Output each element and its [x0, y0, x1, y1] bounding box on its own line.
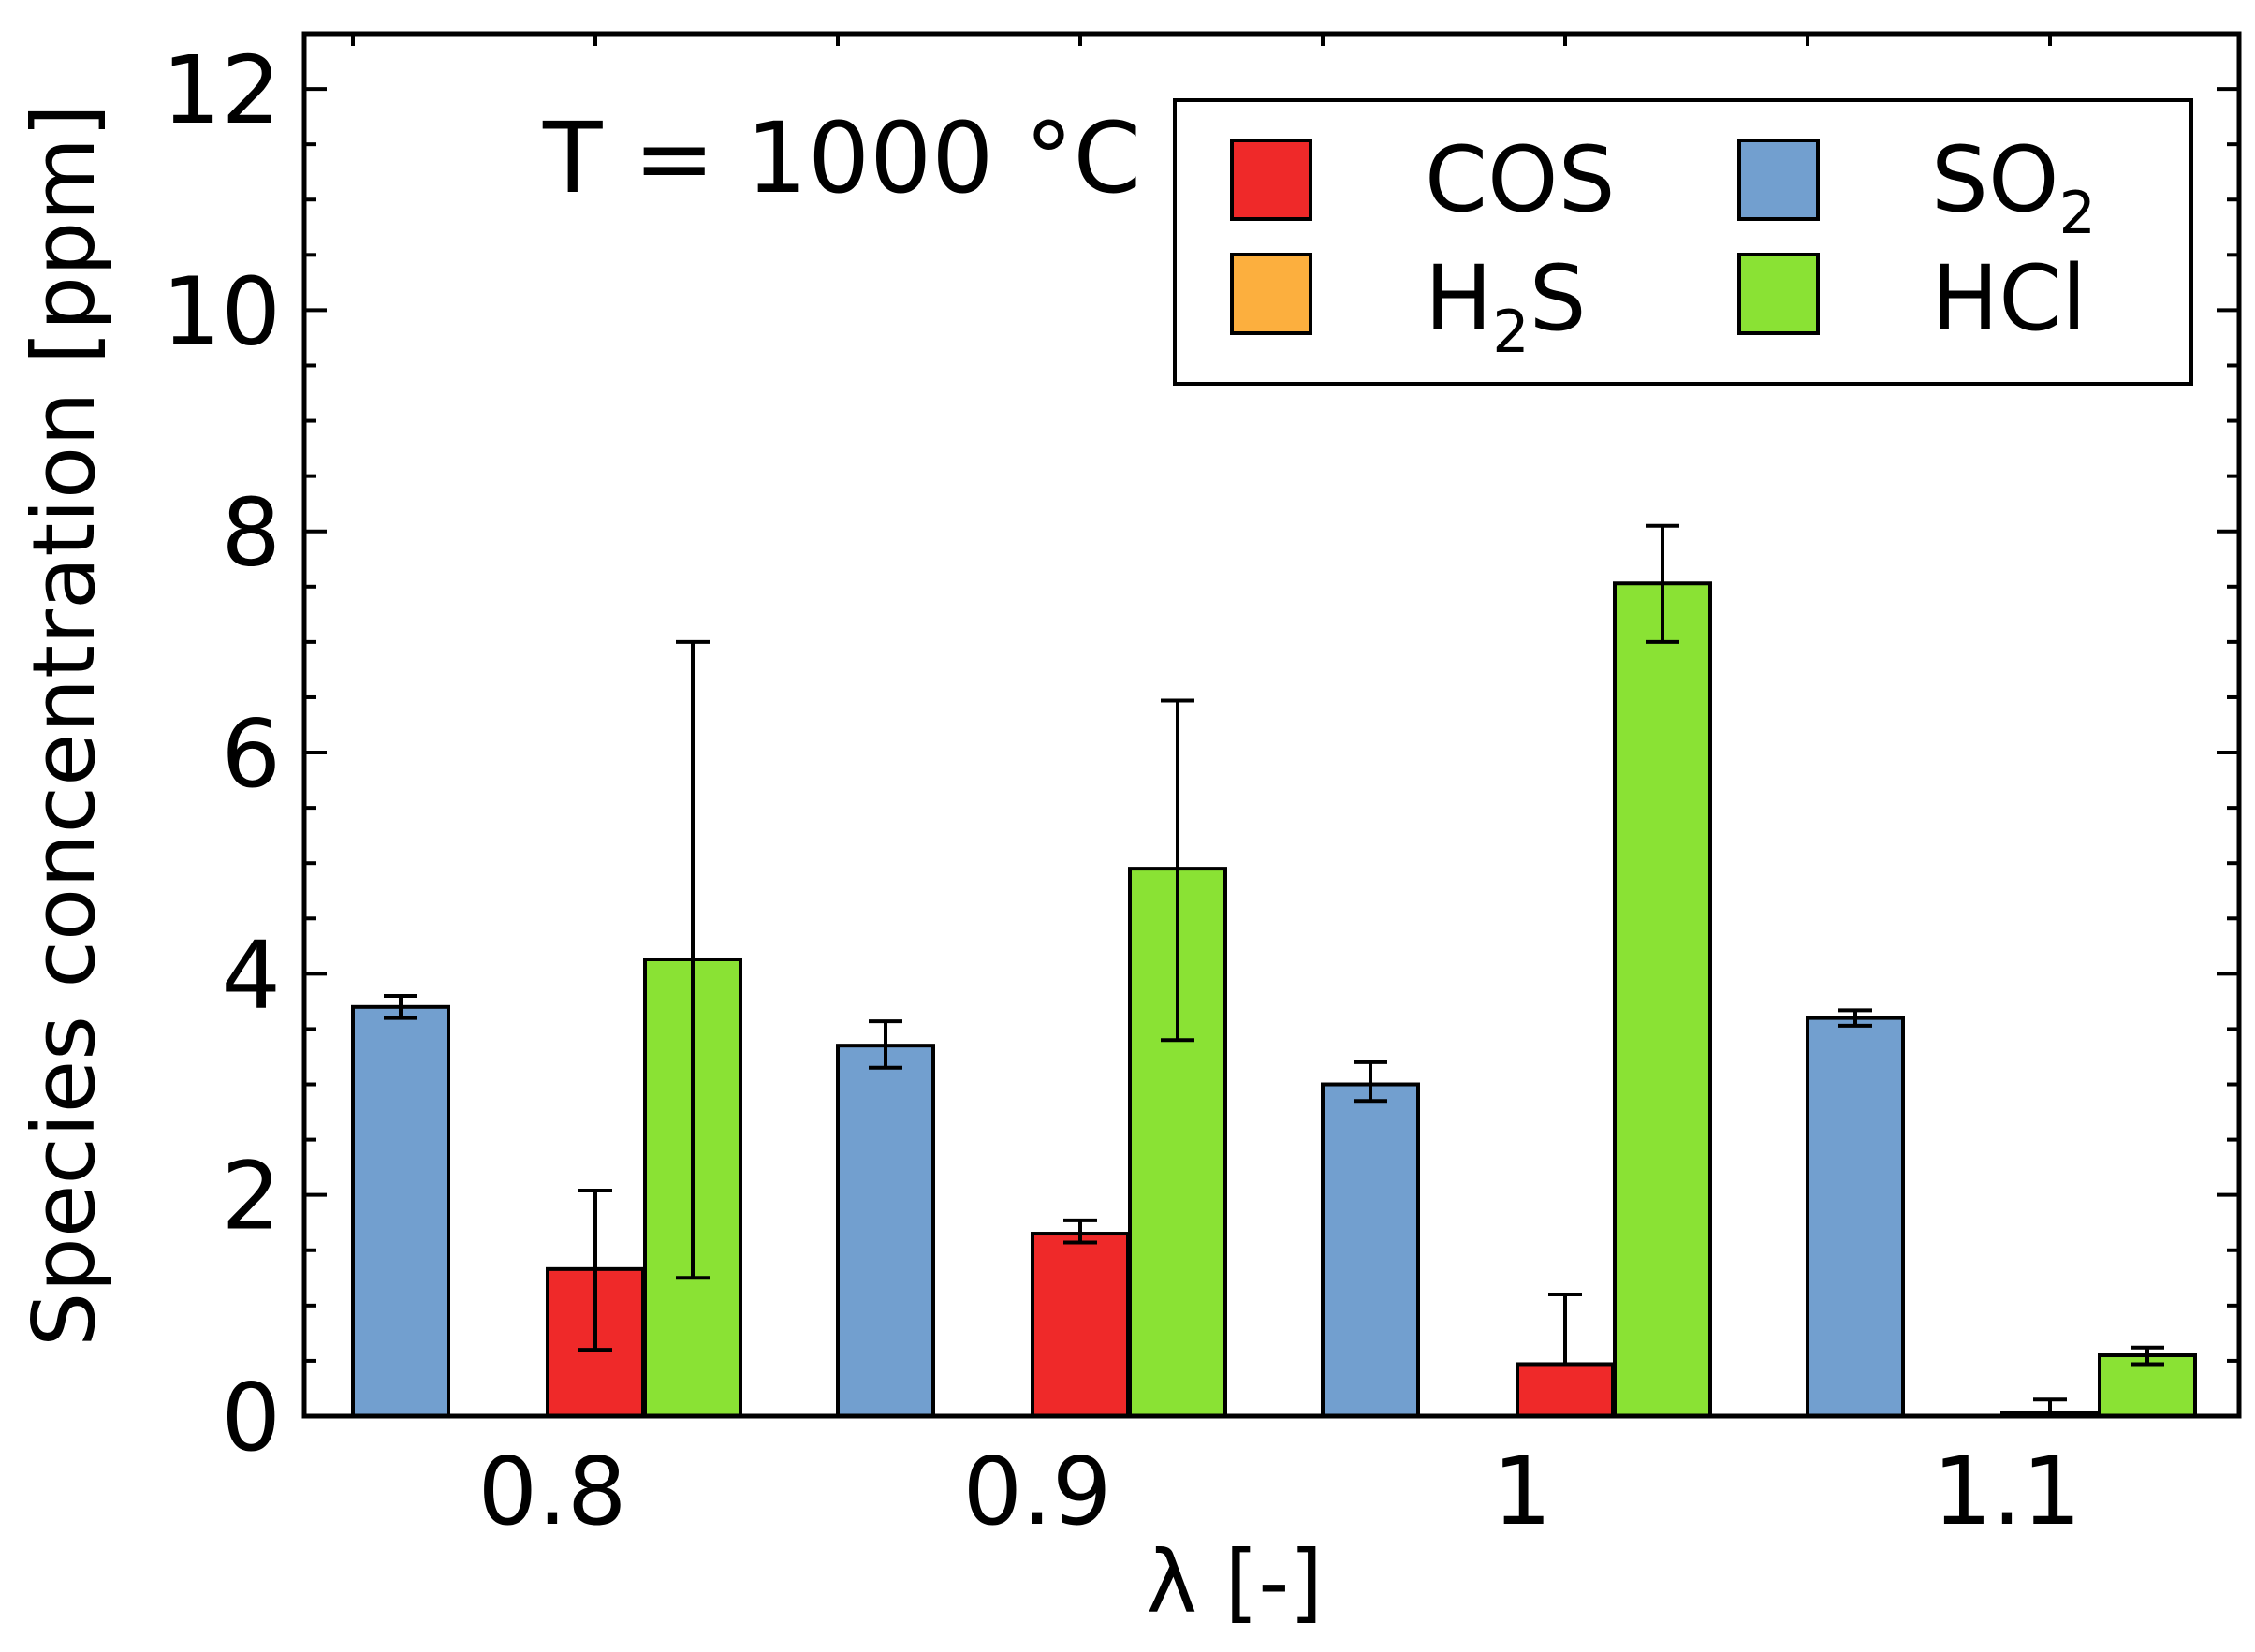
annotation-temperature: T = 1000 °C [542, 101, 1141, 215]
y-tick-label: 10 [162, 256, 281, 366]
y-tick-label: 6 [221, 699, 281, 809]
errorbar-hcl-1 [1646, 523, 1679, 644]
y-tick-label: 8 [221, 478, 281, 588]
legend-label-so2: SO2 [1931, 127, 2096, 247]
y-tick-label: 12 [162, 36, 281, 145]
errorbar-so2-1.1 [1838, 1008, 1872, 1028]
x-tick-label: 1.1 [1932, 1437, 2081, 1546]
y-tick-label: 0 [221, 1363, 281, 1472]
legend-swatch-h2s [1230, 253, 1312, 335]
errorbar-hcl-1.1 [2131, 1345, 2164, 1367]
legend-swatch-so2 [1737, 139, 1820, 221]
legend: COS SO2 H2S HCl [1173, 98, 2193, 386]
plot-frame [301, 31, 2242, 1419]
legend-label-cos: COS [1425, 127, 1616, 232]
errorbar-so2-1 [1354, 1060, 1387, 1104]
tick-labels-layer: 0 2 4 6 8 10 12 0.8 0.9 1 1.1 [162, 36, 2082, 1546]
bar-so2-1.1 [1806, 1016, 1905, 1419]
y-tick-label: 2 [221, 1142, 281, 1251]
errorbar-hcl-0.8 [676, 639, 710, 1280]
errorbar-so2-0.8 [384, 993, 417, 1020]
legend-swatch-hcl [1737, 253, 1820, 335]
x-tick-label: 0.8 [477, 1437, 626, 1546]
x-tick-label: 1 [1492, 1437, 1552, 1546]
bar-cos-1 [1516, 1362, 1615, 1419]
bar-cos-0.9 [1031, 1232, 1130, 1419]
bar-hcl-1 [1613, 581, 1712, 1418]
y-axis-label: Species concentration [ppm] [14, 104, 114, 1347]
legend-swatch-cos [1230, 139, 1312, 221]
errorbar-cos-0.8 [578, 1188, 612, 1352]
x-axis-label: λ [-] [1147, 1532, 1324, 1632]
x-tick-label: 0.9 [962, 1437, 1111, 1546]
errorbar-cos-0.9 [1063, 1218, 1097, 1245]
errorbar-cos-1 [1548, 1293, 1582, 1365]
errorbar-so2-0.9 [869, 1019, 902, 1070]
bars-layer [351, 581, 2197, 1419]
legend-label-hcl: HCl [1931, 246, 2087, 351]
legend-label-h2s: H2S [1425, 246, 1587, 366]
legend-box [1173, 98, 2193, 386]
bar-so2-0.8 [351, 1004, 450, 1418]
bar-so2-1 [1321, 1082, 1420, 1419]
bar-so2-0.9 [836, 1044, 935, 1418]
y-tick-label: 4 [221, 920, 281, 1030]
errorbar-hcl-0.9 [1161, 698, 1194, 1043]
